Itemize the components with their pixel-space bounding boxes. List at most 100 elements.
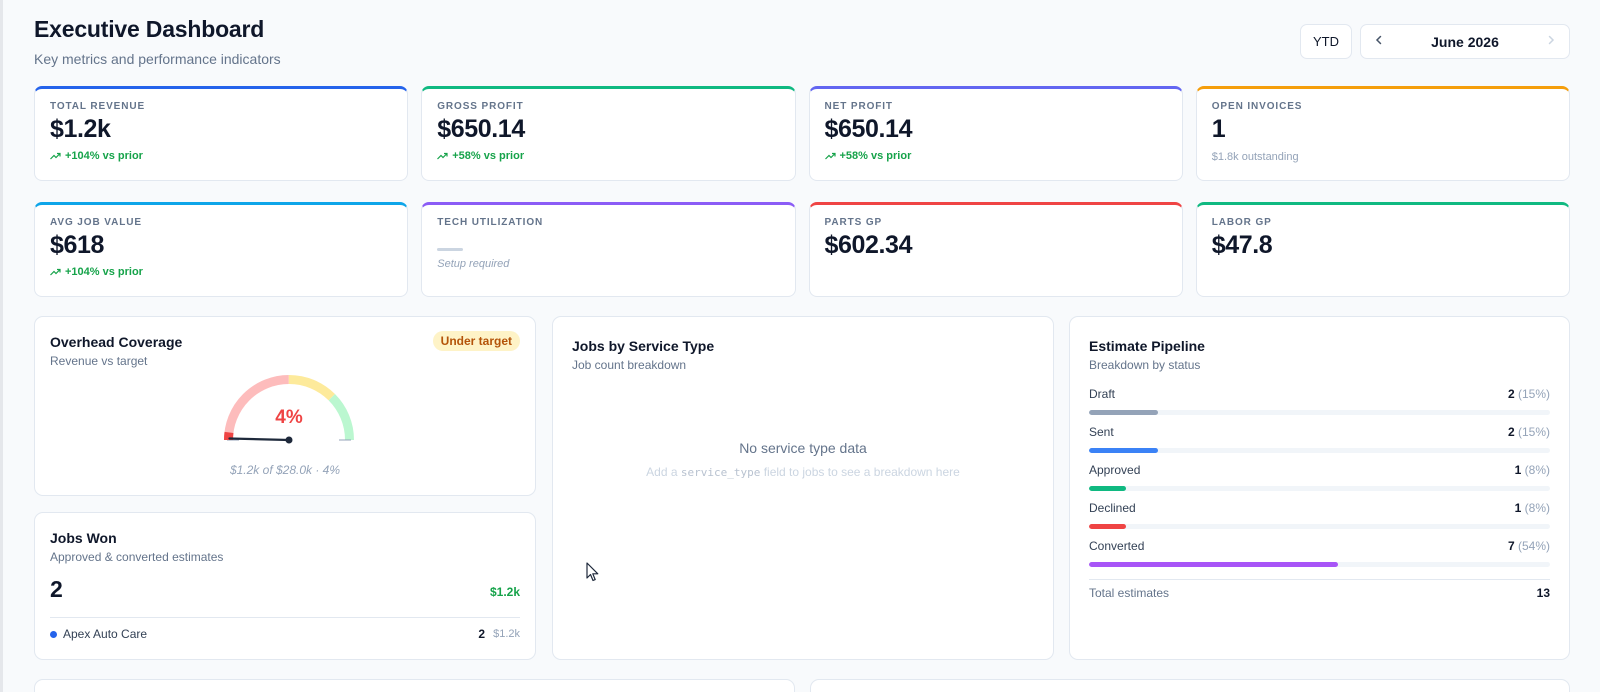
customer-count: 2 [478, 627, 486, 641]
kpi-open-invoices[interactable]: OPEN INVOICES 1 $1.8k outstanding [1195, 86, 1570, 181]
card-subtitle: Job count breakdown [572, 358, 687, 372]
kpi-tech-utilization[interactable]: TECH UTILIZATION Setup required [421, 202, 796, 297]
card-subtitle: Approved & converted estimates [50, 550, 224, 564]
month-picker: June 2026 [1360, 24, 1570, 59]
kpi-row-1: TOTAL REVENUE $1.2k +104% vs prior GROSS… [34, 86, 1570, 181]
bottom-card-right [810, 679, 1570, 692]
pipeline-count: 2 [1507, 425, 1515, 439]
kpi-row-2: AVG JOB VALUE $618 +104% vs prior TECH U… [34, 202, 1570, 297]
kpi-label: LABOR GP [1211, 217, 1272, 228]
kpi-trend-text: +104% vs prior [65, 266, 143, 278]
kpi-value: $618 [50, 231, 105, 259]
gauge-needle [228, 437, 291, 442]
overhead-coverage-card: Overhead Coverage Revenue vs target Unde… [34, 316, 536, 496]
kpi-value: $650.14 [824, 115, 913, 143]
pipeline-item-declined[interactable]: Declined 1 (8%) [1089, 501, 1550, 529]
pipeline-pct: (54%) [1517, 539, 1550, 553]
trend-up-icon [824, 152, 836, 160]
chevron-right-icon[interactable] [1545, 34, 1557, 50]
kpi-note: $1.8k outstanding [1211, 151, 1299, 163]
pipeline-pct: (15%) [1517, 425, 1550, 439]
gauge-band-green [328, 394, 355, 441]
kpi-value: $47.8 [1211, 231, 1273, 259]
page-title: Executive Dashboard [34, 16, 265, 42]
pipeline-count: 1 [1514, 501, 1522, 515]
pipeline-label: Sent [1089, 425, 1114, 439]
kpi-value: $650.14 [437, 115, 525, 143]
chevron-left-icon[interactable] [1373, 34, 1385, 50]
kpi-trend: +104% vs prior [50, 266, 392, 278]
kpi-trend-text: +104% vs prior [65, 150, 143, 162]
pipeline-track [1089, 562, 1550, 567]
status-badge: Under target [432, 331, 520, 351]
trend-up-icon [437, 152, 448, 160]
pipeline-count: 2 [1507, 387, 1515, 401]
pipeline-label: Converted [1089, 539, 1145, 553]
pipeline-item-draft[interactable]: Draft 2 (15%) [1089, 387, 1550, 415]
card-title: Overhead Coverage [50, 334, 183, 350]
service-type-card: Jobs by Service Type Job count breakdown… [552, 316, 1054, 660]
empty-state-title: No service type data [739, 440, 867, 456]
kpi-total-revenue[interactable]: TOTAL REVENUE $1.2k +104% vs prior [34, 86, 409, 181]
pipeline-label: Declined [1089, 501, 1136, 515]
pipeline-fill [1089, 562, 1338, 567]
date-controls: YTD June 2026 [1300, 24, 1570, 59]
kpi-trend-text: +58% vs prior [452, 150, 525, 162]
kpi-labor-gp[interactable]: LABOR GP $47.8 [1195, 202, 1570, 297]
page-header: Executive Dashboard Key metrics and perf… [34, 16, 281, 67]
month-label: June 2026 [1431, 33, 1499, 50]
pipeline-fill [1089, 410, 1159, 415]
kpi-avg-job-value[interactable]: AVG JOB VALUE $618 +104% vs prior [34, 202, 409, 297]
card-title: Jobs Won [50, 530, 117, 546]
gauge-hub [285, 436, 293, 444]
pipeline-item-sent[interactable]: Sent 2 (15%) [1089, 425, 1550, 453]
pipeline-fill [1089, 524, 1126, 529]
kpi-parts-gp[interactable]: PARTS GP $602.34 [808, 202, 1183, 297]
left-edge [0, 0, 3, 692]
kpi-trend: +104% vs prior [50, 150, 392, 162]
kpi-label: TECH UTILIZATION [437, 217, 544, 228]
kpi-label: AVG JOB VALUE [50, 217, 142, 228]
gauge-percent: 4% [275, 407, 303, 428]
kpi-value: $1.2k [50, 115, 111, 143]
pipeline-item-converted[interactable]: Converted 7 (54%) [1089, 539, 1550, 567]
bottom-card-left [34, 679, 795, 692]
pipeline-total-row: Total estimates 13 [1089, 586, 1550, 600]
kpi-note: Setup required [437, 258, 510, 270]
pipeline-total-label: Total estimates [1089, 586, 1170, 600]
hint-suffix: field to jobs to see a breakdown here [763, 465, 960, 479]
kpi-trend: +58% vs prior [824, 150, 1167, 162]
pipeline-label: Draft [1089, 387, 1116, 401]
kpi-label: GROSS PROFIT [437, 101, 524, 112]
pipeline-count: 1 [1514, 463, 1522, 477]
gauge-caption: $1.2k of $28.0k · 4% [229, 463, 341, 477]
pipeline-track [1089, 448, 1550, 453]
ytd-button[interactable]: YTD [1300, 24, 1352, 59]
gauge-band-red [224, 375, 289, 441]
jobs-won-amount: $1.2k [489, 585, 520, 599]
customer-row[interactable]: Apex Auto Care 2 $1.2k [50, 627, 520, 641]
page-subtitle: Key metrics and performance indicators [34, 51, 281, 67]
kpi-value: 1 [1211, 115, 1226, 143]
jobs-won-card: Jobs Won Approved & converted estimates … [34, 512, 536, 660]
pipeline-track [1089, 524, 1550, 529]
kpi-label: OPEN INVOICES [1211, 101, 1303, 112]
pipeline-fill [1089, 486, 1126, 491]
pipeline-pct: (15%) [1517, 387, 1550, 401]
hint-prefix: Add a [646, 465, 678, 479]
customer-amount: $1.2k [493, 628, 520, 640]
card-subtitle: Breakdown by status [1089, 358, 1201, 372]
divider [50, 617, 520, 618]
divider [1089, 579, 1550, 580]
card-subtitle: Revenue vs target [50, 354, 148, 368]
trend-up-icon [50, 268, 61, 276]
pipeline-item-approved[interactable]: Approved 1 (8%) [1089, 463, 1550, 491]
kpi-label: NET PROFIT [824, 101, 893, 112]
kpi-net-profit[interactable]: NET PROFIT $650.14 +58% vs prior [808, 86, 1183, 181]
kpi-gross-profit[interactable]: GROSS PROFIT $650.14 +58% vs prior [421, 86, 796, 181]
jobs-won-count: 2 [50, 576, 63, 602]
kpi-label: PARTS GP [824, 217, 883, 228]
customer-name: Apex Auto Care [63, 627, 148, 641]
pipeline-total-value: 13 [1536, 586, 1550, 600]
card-title: Jobs by Service Type [572, 338, 715, 354]
